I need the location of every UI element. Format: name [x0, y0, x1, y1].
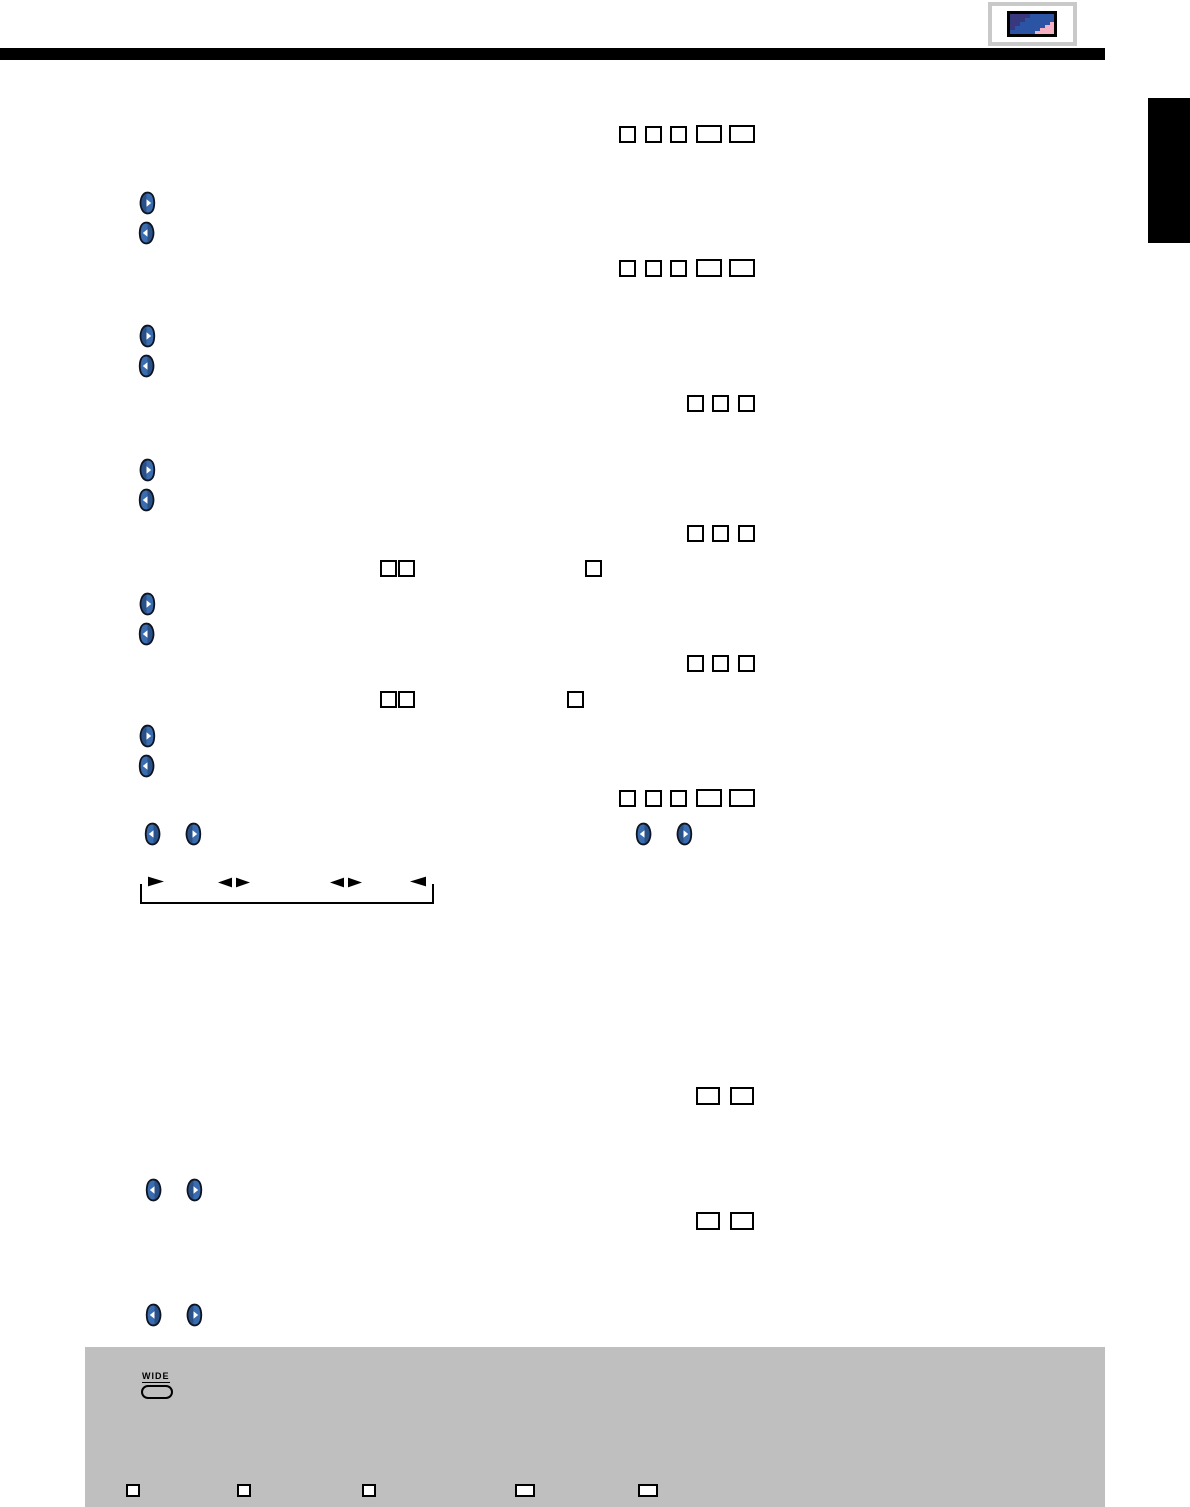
left-right-double-arrow-icon — [330, 877, 362, 888]
screen-box — [645, 790, 662, 807]
screen-box — [619, 126, 636, 143]
screen-box — [619, 260, 636, 277]
screen-box — [729, 259, 755, 277]
right-cursor-button-icon — [139, 458, 156, 482]
screen-box — [738, 525, 755, 542]
screen-box — [712, 525, 729, 542]
screen-box — [738, 655, 755, 672]
wide-button-icon — [141, 1385, 173, 1399]
screen-box — [585, 560, 602, 577]
right-cursor-button-icon — [139, 324, 156, 348]
right-cursor-button-icon — [676, 822, 693, 846]
left-right-double-arrow-icon — [218, 877, 250, 888]
screen-box — [687, 655, 704, 672]
screen-box — [696, 1212, 720, 1230]
screen-box — [380, 560, 397, 577]
screen-box — [670, 126, 687, 143]
right-cursor-button-icon — [185, 822, 202, 846]
screen-box — [362, 1484, 376, 1497]
screen-box — [696, 1087, 720, 1105]
screen-box — [696, 789, 722, 807]
left-cursor-button-icon — [145, 1303, 162, 1327]
screen-box — [645, 126, 662, 143]
screen-box — [515, 1484, 535, 1497]
screen-box — [687, 395, 704, 412]
left-cursor-button-icon — [138, 354, 155, 378]
cycle-left-arrow-icon — [410, 876, 426, 887]
right-cursor-button-icon — [139, 592, 156, 616]
screen-box — [696, 125, 722, 143]
screen-box — [729, 125, 755, 143]
left-cursor-button-icon — [144, 822, 161, 846]
left-cursor-button-icon — [138, 488, 155, 512]
screen-box — [696, 259, 722, 277]
screen-box — [730, 1212, 754, 1230]
header-bar — [0, 48, 1105, 60]
screen-box — [638, 1484, 658, 1497]
wide-screen-mode-icon — [1007, 11, 1057, 37]
screen-box — [126, 1484, 140, 1497]
corner-icon-frame — [988, 2, 1077, 46]
screen-box — [380, 691, 397, 708]
left-cursor-button-icon — [138, 221, 155, 245]
screen-box — [645, 260, 662, 277]
cycle-right-arrow-icon — [148, 876, 164, 887]
cycle-loop-line — [140, 884, 434, 904]
left-cursor-button-icon — [145, 1178, 162, 1202]
screen-box — [712, 395, 729, 412]
left-cursor-button-icon — [138, 754, 155, 778]
wide-button-label: WIDE — [142, 1371, 170, 1383]
screen-box — [237, 1484, 251, 1497]
screen-box — [619, 790, 636, 807]
screen-box — [712, 655, 729, 672]
screen-box — [398, 560, 415, 577]
right-cursor-button-icon — [139, 724, 156, 748]
wide-mode-note-panel — [85, 1347, 1105, 1507]
right-cursor-button-icon — [186, 1178, 203, 1202]
screen-box — [398, 691, 415, 708]
left-cursor-button-icon — [138, 622, 155, 646]
screen-box — [738, 395, 755, 412]
right-cursor-button-icon — [139, 191, 156, 215]
screen-box — [670, 790, 687, 807]
screen-box — [687, 525, 704, 542]
chapter-side-tab — [1148, 98, 1190, 243]
right-cursor-button-icon — [186, 1303, 203, 1327]
left-cursor-button-icon — [635, 822, 652, 846]
screen-box — [567, 691, 584, 708]
screen-box — [670, 260, 687, 277]
screen-box — [729, 789, 755, 807]
screen-box — [730, 1087, 754, 1105]
